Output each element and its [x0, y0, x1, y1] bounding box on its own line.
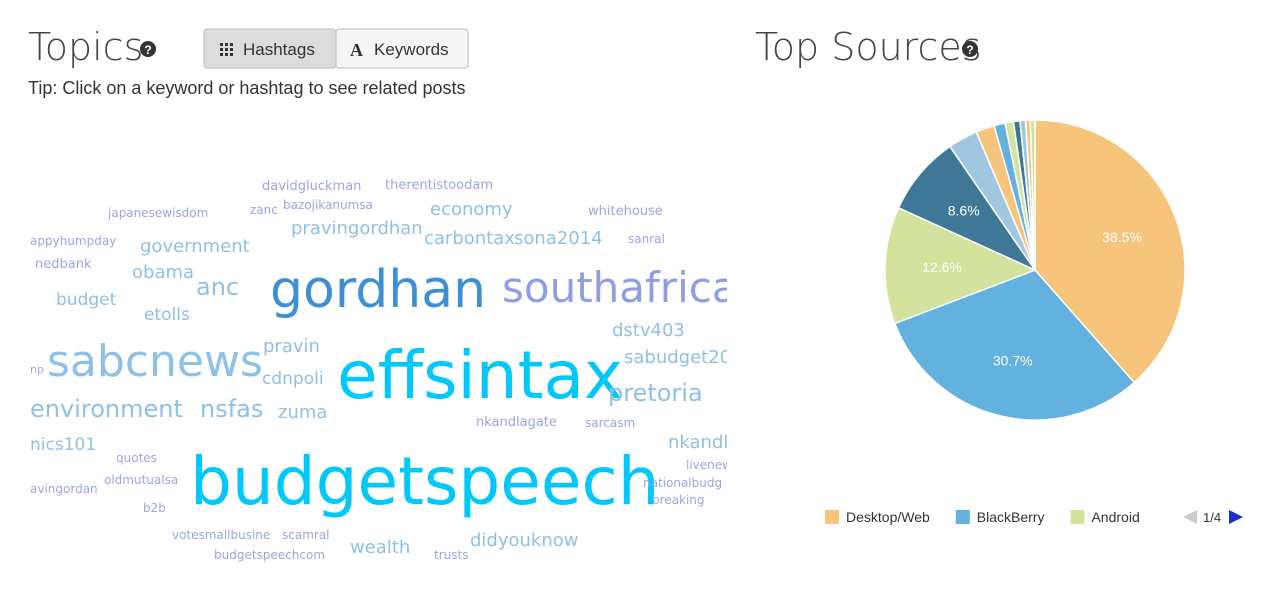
- word[interactable]: dstv403: [612, 320, 685, 341]
- word[interactable]: davidgluckman: [262, 179, 361, 194]
- pie: 38.5% 30.7% 12.6% 8.6%: [884, 119, 1186, 421]
- word[interactable]: pretoria: [608, 379, 703, 407]
- word[interactable]: livenew: [686, 458, 732, 472]
- word[interactable]: b2b: [143, 501, 166, 515]
- word[interactable]: anc: [196, 273, 239, 301]
- word[interactable]: quotes: [116, 451, 157, 465]
- pie-slice: [893, 269, 1136, 421]
- tab-label: Hashtags: [243, 40, 315, 59]
- slice-label: 12.6%: [922, 259, 962, 275]
- word[interactable]: government: [140, 236, 250, 257]
- grid-icon: [220, 43, 233, 56]
- word[interactable]: nationalbudg: [643, 476, 722, 490]
- legend-swatch: [955, 510, 970, 524]
- legend-swatch: [825, 510, 839, 524]
- word-cloud: davidgluckman therentistoodam japanesewisd…: [30, 178, 738, 562]
- pie-slice: [884, 206, 1037, 325]
- font-icon: A: [350, 40, 363, 60]
- word[interactable]: nkandl: [668, 432, 728, 453]
- legend-page: 1/4: [1203, 510, 1221, 525]
- pie-slice: [1029, 119, 1036, 271]
- word[interactable]: pravingordhan: [291, 218, 423, 239]
- legend: Desktop/Web BlackBerry Android: [825, 509, 1140, 525]
- word[interactable]: obama: [132, 262, 194, 283]
- word[interactable]: oldmutualsa: [104, 473, 178, 487]
- word[interactable]: economy: [430, 199, 513, 220]
- word[interactable]: nics101: [30, 435, 96, 455]
- legend-label[interactable]: Desktop/Web: [846, 509, 930, 525]
- word[interactable]: votesmallbusine: [172, 528, 270, 542]
- slice-label: 30.7%: [993, 352, 1033, 368]
- legend-swatch: [1070, 510, 1085, 524]
- word[interactable]: zanc: [250, 203, 278, 217]
- word[interactable]: sabcnews: [47, 336, 263, 387]
- word[interactable]: scamral: [282, 528, 330, 542]
- word[interactable]: southafrica: [502, 263, 738, 312]
- word[interactable]: sarcasm: [585, 416, 635, 430]
- word[interactable]: sanral: [628, 232, 665, 246]
- legend-label[interactable]: Android: [1091, 509, 1139, 525]
- help-mark: ?: [966, 43, 973, 57]
- word[interactable]: nsfas: [200, 395, 263, 423]
- word[interactable]: carbontax: [424, 228, 515, 249]
- sources-title: Top Sources: [755, 25, 982, 69]
- prev-page[interactable]: [1183, 510, 1197, 524]
- word[interactable]: sona2014: [514, 228, 603, 249]
- word[interactable]: np: [30, 363, 44, 376]
- slice-label: 8.6%: [948, 202, 980, 218]
- tab-label: Keywords: [374, 40, 449, 59]
- word[interactable]: japanesewisdom: [107, 206, 208, 220]
- word[interactable]: nkandlagate: [476, 415, 557, 430]
- word[interactable]: avingordan: [30, 482, 98, 496]
- tab-keywords[interactable]: [335, 28, 469, 69]
- tab-group: Hashtags A Keywords: [203, 28, 469, 69]
- word[interactable]: cdnpoli: [262, 369, 324, 389]
- word[interactable]: budget: [56, 290, 117, 310]
- word[interactable]: therentistoodam: [385, 178, 493, 193]
- word[interactable]: whitehouse: [588, 204, 663, 219]
- word[interactable]: appyhumpday: [30, 234, 116, 248]
- word[interactable]: effsintax: [337, 337, 623, 414]
- next-page[interactable]: [1229, 510, 1243, 524]
- word[interactable]: bazojikanumsa: [283, 198, 373, 212]
- slice-label: 38.5%: [1102, 229, 1142, 245]
- word[interactable]: zuma: [278, 402, 327, 423]
- help-icon[interactable]: [140, 41, 156, 57]
- word[interactable]: gordhan: [270, 260, 486, 320]
- word[interactable]: wealth: [350, 537, 410, 558]
- help-icon[interactable]: [962, 41, 978, 57]
- legend-label[interactable]: BlackBerry: [977, 509, 1045, 525]
- word[interactable]: trusts: [434, 548, 468, 562]
- word[interactable]: didyouknow: [470, 530, 579, 551]
- word[interactable]: environment: [30, 395, 183, 423]
- help-mark: ?: [144, 43, 151, 57]
- word[interactable]: sabudget20: [624, 347, 731, 368]
- word[interactable]: nedbank: [35, 257, 92, 272]
- word[interactable]: budgetspeechcom: [214, 548, 325, 562]
- word[interactable]: budgetspeech: [190, 443, 660, 520]
- word[interactable]: breaking: [652, 493, 705, 507]
- pie-slice: [1034, 119, 1186, 384]
- topics-title: Topics: [28, 25, 143, 69]
- tip: Tip: Click on a keyword or hashtag to se…: [28, 78, 466, 98]
- word[interactable]: etolls: [144, 305, 190, 325]
- word[interactable]: pravin: [263, 336, 320, 357]
